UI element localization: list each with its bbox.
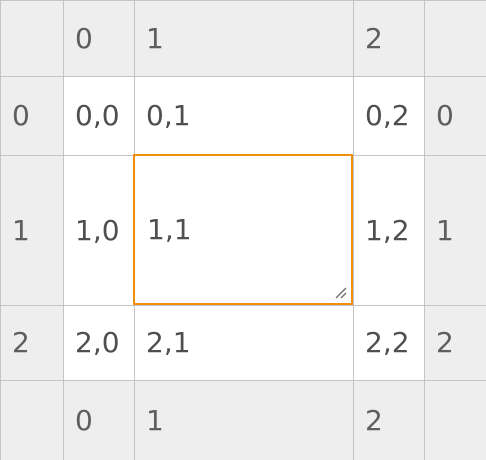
cell-1-0[interactable]: 1,0 [63, 155, 134, 305]
corner-top-right [424, 0, 486, 76]
resize-grip-icon[interactable] [333, 285, 347, 299]
cell-1-1-label: 1,1 [147, 212, 192, 246]
cell-0-1[interactable]: 0,1 [134, 76, 353, 155]
column-header-bottom-1[interactable]: 1 [134, 380, 353, 460]
row-header-left-2[interactable]: 2 [0, 305, 63, 380]
column-header-top-1[interactable]: 1 [134, 0, 353, 76]
cell-2-0[interactable]: 2,0 [63, 305, 134, 380]
row-header-right-1[interactable]: 1 [424, 155, 486, 305]
row-header-right-2[interactable]: 2 [424, 305, 486, 380]
column-header-top-0[interactable]: 0 [63, 0, 134, 76]
cell-0-0[interactable]: 0,0 [63, 76, 134, 155]
cell-2-1[interactable]: 2,1 [134, 305, 353, 380]
column-header-bottom-0[interactable]: 0 [63, 380, 134, 460]
corner-bottom-right [424, 380, 486, 460]
cell-2-2[interactable]: 2,2 [353, 305, 424, 380]
cell-1-1-selected[interactable]: 1,1 [133, 154, 353, 305]
corner-top-left [0, 0, 63, 76]
cell-1-2[interactable]: 1,2 [353, 155, 424, 305]
row-header-left-0[interactable]: 0 [0, 76, 63, 155]
column-header-bottom-2[interactable]: 2 [353, 380, 424, 460]
row-header-left-1[interactable]: 1 [0, 155, 63, 305]
row-header-right-0[interactable]: 0 [424, 76, 486, 155]
corner-bottom-left [0, 380, 63, 460]
cell-0-2[interactable]: 0,2 [353, 76, 424, 155]
column-header-top-2[interactable]: 2 [353, 0, 424, 76]
